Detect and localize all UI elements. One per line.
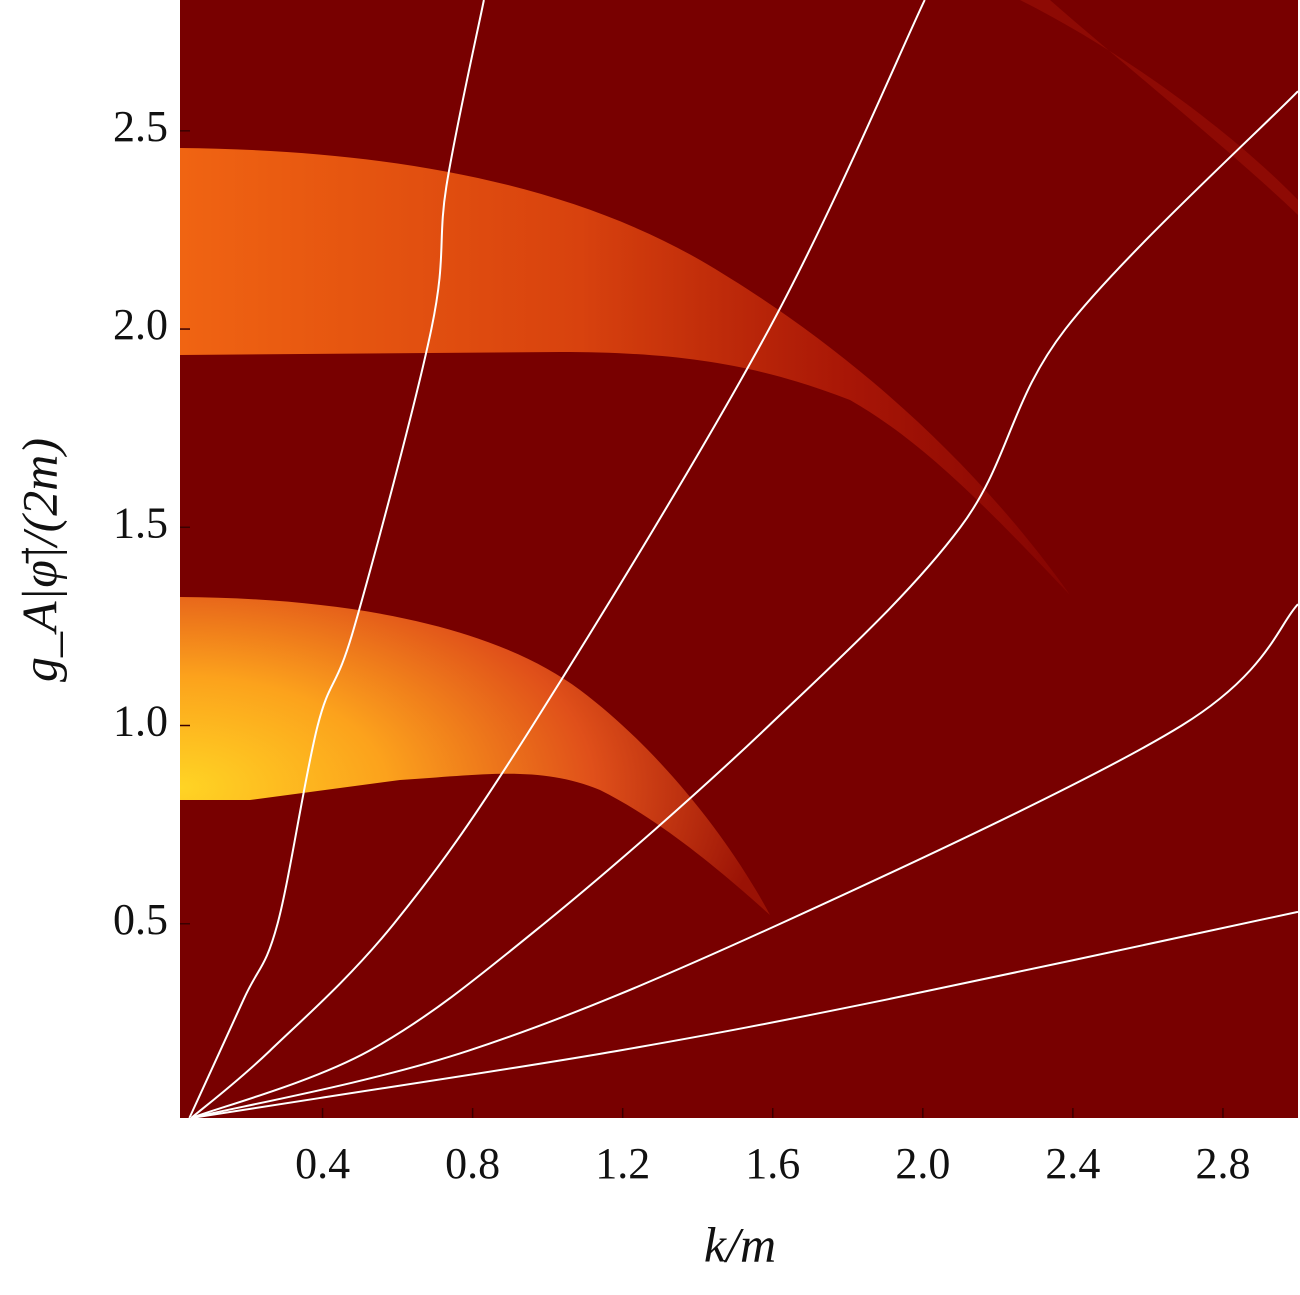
- curve: [190, 0, 926, 1118]
- y-tick-label: 2.5: [113, 102, 168, 151]
- curve: [191, 910, 1298, 1118]
- y-axis-label: g_A|φ̄|/(2m): [11, 438, 67, 682]
- y-tick-label: 0.5: [113, 895, 168, 944]
- curve: [188, 0, 485, 1118]
- y-tick-label: 1.5: [113, 498, 168, 547]
- y-tick-label: 2.0: [113, 300, 168, 349]
- instability-band: [180, 148, 1070, 595]
- x-tick-label: 2.0: [895, 1139, 950, 1188]
- x-tick-label: 0.4: [295, 1139, 350, 1188]
- plot-area: [180, 0, 1298, 1118]
- x-tick-label: 1.6: [745, 1139, 800, 1188]
- x-axis-label: k/m: [704, 1216, 776, 1272]
- x-tick-label: 2.4: [1045, 1139, 1100, 1188]
- x-tick-label: 2.8: [1195, 1139, 1250, 1188]
- curve: [191, 603, 1298, 1118]
- x-tick-label: 1.2: [595, 1139, 650, 1188]
- curve: [190, 90, 1298, 1118]
- x-tick-label: 0.8: [445, 1139, 500, 1188]
- y-tick-label: 1.0: [113, 697, 168, 746]
- instability-band: [180, 597, 770, 915]
